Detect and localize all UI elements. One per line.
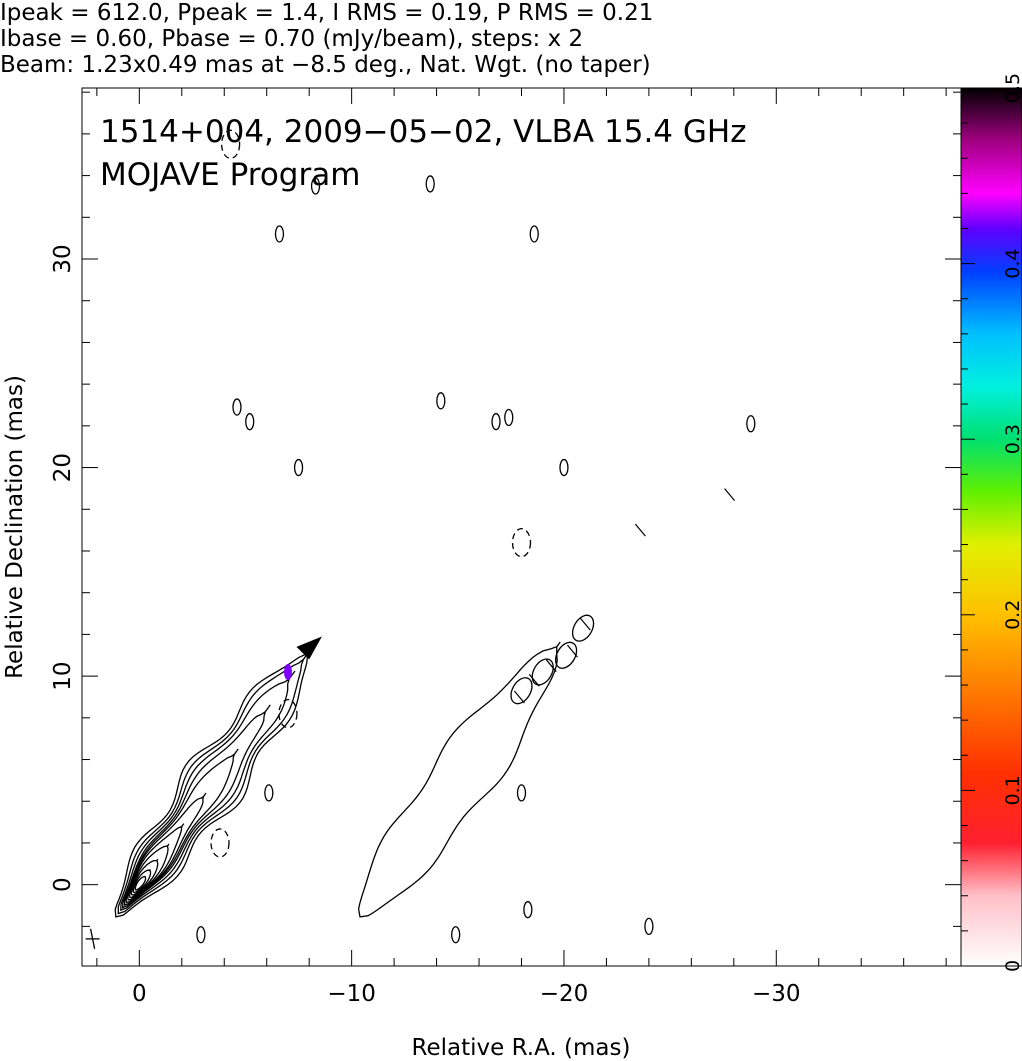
total-intensity-outline-contour	[357, 641, 561, 918]
colorbar-tick-label: 0.5	[1002, 73, 1022, 103]
negative-contour	[220, 129, 241, 159]
negative-contour	[278, 699, 298, 729]
polarization-vector	[566, 644, 578, 658]
knot-contour	[554, 641, 578, 669]
x-tick-label: −10	[327, 981, 376, 1007]
header-line-3: Beam: 1.23x0.49 mas at −8.5 deg., Nat. W…	[0, 52, 651, 78]
y-tick-label: 20	[50, 453, 76, 482]
noise-contour	[644, 917, 654, 936]
beam-marker	[89, 928, 96, 950]
intensity-contour	[132, 869, 152, 894]
noise-contour	[746, 415, 756, 433]
knot-contour	[571, 614, 595, 642]
y-tick-label: 0	[50, 877, 76, 892]
y-tick-label: 10	[50, 661, 76, 690]
intensity-contour	[117, 650, 311, 915]
noise-contour	[516, 784, 527, 802]
colorbar-tick-label: 0.1	[1002, 775, 1022, 805]
header-line-1: Ipeak = 612.0, Ppeak = 1.4, I RMS = 0.19…	[0, 0, 654, 26]
intensity-contour	[121, 704, 271, 909]
intensity-contour	[114, 641, 317, 918]
colorbar-ticks: 0 0.1 0.2 0.3 0.4 0.5	[961, 73, 1022, 972]
polarization-vectors	[513, 488, 736, 704]
intensity-contour	[123, 748, 239, 906]
noise-contour	[529, 225, 539, 243]
plot-frame	[81, 87, 962, 967]
intensity-contour	[130, 858, 159, 896]
intensity-contour	[125, 792, 207, 904]
y-axis-label: Relative Declination (mas)	[2, 375, 28, 679]
header-line-2: Ibase = 0.60, Pbase = 0.70 (mJy/beam), s…	[0, 26, 584, 52]
chart-title-line-2: MOJAVE Program	[100, 157, 360, 193]
noise-contour	[293, 458, 304, 477]
noise-contour	[451, 926, 461, 944]
x-ticks: 0 −10 −20 −30	[96, 88, 947, 1007]
noise-contour	[436, 392, 446, 410]
negative-contour-layer	[210, 129, 532, 858]
noise-contour	[274, 225, 285, 243]
noise-contour	[264, 784, 274, 802]
contour-layer	[85, 175, 756, 950]
x-tick-label: −30	[752, 981, 801, 1007]
polarization-vector	[634, 523, 646, 537]
noise-contour	[523, 901, 533, 919]
noise-contour	[232, 398, 242, 416]
intensity-contour	[120, 670, 296, 912]
negative-contour	[210, 828, 230, 858]
negative-contour	[511, 527, 532, 558]
noise-contour	[425, 175, 435, 193]
noise-contour	[245, 413, 255, 431]
jet-tip-fill	[296, 636, 322, 660]
knot-contour	[510, 677, 533, 705]
x-tick-label: −20	[540, 981, 589, 1007]
y-tick-label: 30	[50, 244, 76, 273]
y-ticks: 0 10 20 30	[50, 91, 961, 927]
polarization-vector	[545, 659, 557, 673]
x-axis-label: Relative R.A. (mas)	[412, 1035, 631, 1061]
polarization-vector	[724, 488, 736, 502]
colorbar	[960, 87, 1022, 967]
intensity-contour	[127, 823, 185, 901]
knot-contour	[531, 658, 554, 686]
noise-contour	[504, 408, 514, 427]
colorbar-tick-label: 0.2	[1002, 600, 1022, 630]
chart-title-line-1: 1514+004, 2009−05−02, VLBA 15.4 GHz	[100, 114, 746, 150]
colorbar-tick-label: 0.3	[1002, 424, 1022, 454]
colorbar-tick-label: 0.4	[1002, 248, 1022, 278]
polarization-vector	[513, 690, 525, 704]
noise-contour	[310, 177, 321, 195]
noise-contour	[196, 926, 206, 944]
polarization-vector	[528, 673, 540, 687]
noise-contour	[559, 458, 569, 477]
x-tick-label: 0	[132, 981, 147, 1007]
polarization-peak	[283, 663, 292, 680]
polarization-vector	[579, 617, 591, 631]
noise-contour	[491, 413, 501, 431]
intensity-contour	[128, 843, 170, 899]
intensity-contour	[134, 875, 147, 891]
colorbar-tick-label: 0	[1002, 960, 1022, 972]
